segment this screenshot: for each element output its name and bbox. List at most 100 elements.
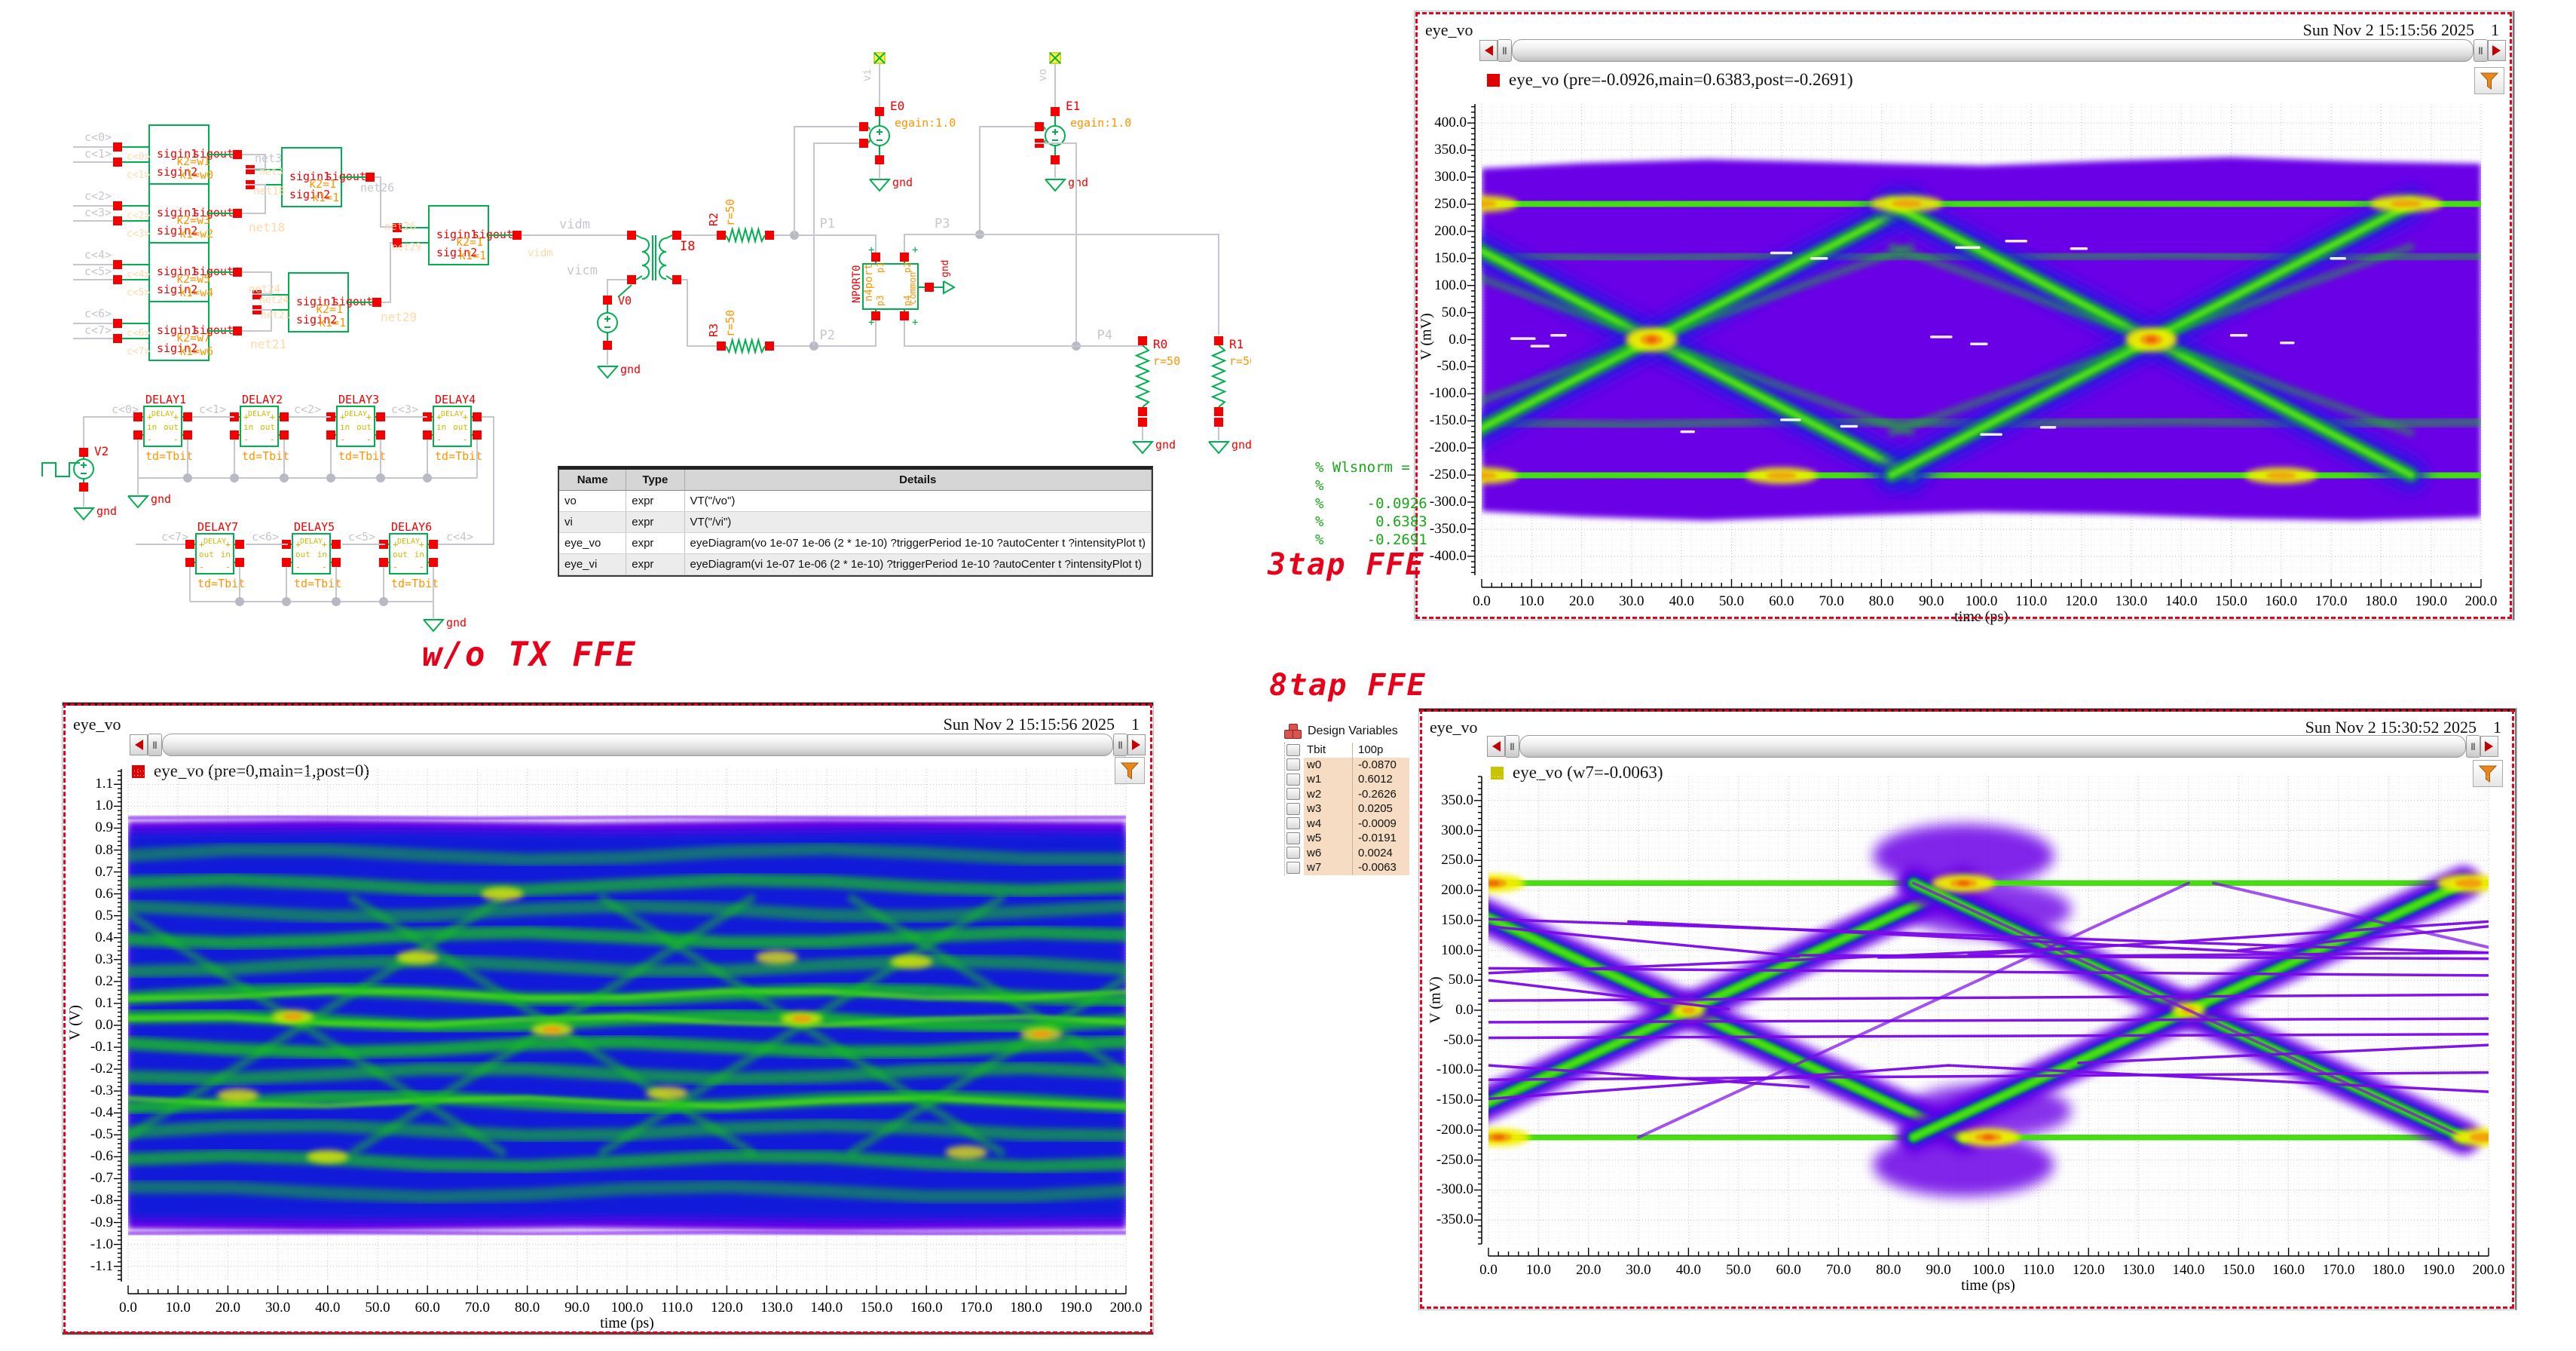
table-cell: expr [626,511,685,533]
scroll-right-button[interactable] [2480,736,2498,757]
x-tick-label: 10.0 [1525,1262,1551,1278]
design-variable-row[interactable]: w5 -0.0191 [1286,831,1409,846]
net-echo-label: c<6> [127,328,150,339]
voltage-source-V0[interactable]: V0 gnd [597,294,641,379]
scroll-grip[interactable]: ‖ [148,734,162,756]
design-variable-row[interactable]: w2 -0.2626 [1286,786,1409,801]
eye-diagram-plot-3tap[interactable] [1415,11,2513,620]
net-label: c<2> [294,403,321,416]
gnd-label: gnd [1155,438,1176,452]
transformer-I8[interactable]: I8 [617,231,695,298]
horizontal-scrollbar[interactable]: ‖ ‖ [1479,39,2506,62]
x-tick-label: 40.0 [315,1300,341,1316]
scroll-grip[interactable]: ‖ [1498,39,1512,62]
design-variable-row[interactable]: w4 -0.0009 [1286,816,1409,831]
window-title: eye_vo [1425,20,1473,39]
td-param: td=Tbit [145,449,193,463]
table-cell: expr [626,532,685,554]
schematic-label: out [295,550,311,559]
resistor-R1[interactable]: R1 r=50 gnd [1208,336,1251,455]
design-variable-row[interactable]: w7 -0.0063 [1286,860,1409,875]
variable-value: 0.6012 [1358,773,1393,786]
instance-name: I8 [680,239,695,254]
variable-value: -0.0009 [1358,816,1397,830]
net-label: c<0> [84,130,112,144]
schematic-label: - [295,562,301,572]
schematic-canvas[interactable]: sigin1sigin2k2=w1k1=w0sigoutsigin1sigin2… [0,0,1251,663]
k2-param: k2=w1 [176,155,210,168]
resistor-R2[interactable]: R2 r=50 [707,199,774,244]
schematic-label: + [366,412,372,422]
schematic-label: net24 [259,295,289,306]
scroll-right-button[interactable] [2488,40,2506,61]
scroll-track[interactable] [1512,39,2474,62]
horizontal-scrollbar[interactable]: ‖ ‖ [1487,735,2498,758]
window-timestamp: Sun Nov 2 15:30:52 2025 1 [2305,718,2501,737]
design-variable-row[interactable]: w0 -0.0870 [1286,757,1409,772]
design-variable-row[interactable]: w1 0.6012 [1286,772,1409,787]
vcvs-E0[interactable]: vi E0 egain:1.0 gnd [859,52,956,192]
design-variable-row[interactable]: w6 0.0024 [1286,845,1409,860]
y-tick-label: -150.0 [1429,412,1467,429]
scroll-track[interactable] [162,734,1113,756]
resistor-R3[interactable]: R3 r=50 [707,310,774,355]
table-row[interactable]: eye_vi expr eyeDiagram(vi 1e-07 1e-06 (2 *… [559,553,1152,575]
x-axis-label: time (ps) [1961,1277,2015,1294]
resistor-R0[interactable]: R0 r=50 gnd [1132,336,1180,455]
x-tick-label: 190.0 [2415,593,2448,609]
table-row[interactable]: vi expr VT("/vi") [559,511,1152,533]
table-row[interactable]: vo expr VT("/vo") [559,490,1152,512]
horizontal-scrollbar[interactable]: ‖ ‖ [130,734,1146,756]
scroll-grip[interactable]: ‖ [1113,734,1127,756]
x-tick-label: 160.0 [910,1300,943,1316]
variable-value: -0.0191 [1358,832,1397,845]
design-variable-row[interactable]: Tbit 100p [1286,743,1409,758]
x-tick-label: 40.0 [1675,1262,1702,1278]
schematic-label: in [243,422,253,432]
cell-name: DELAY [397,538,420,546]
eye-diagram-plot-8tap[interactable] [1419,709,2515,1310]
pulse-source-V2[interactable]: V2 gnd [41,444,117,521]
scroll-track[interactable] [1519,735,2466,758]
gnd-label: gnd [151,492,171,506]
instance-name: DELAY3 [338,393,379,406]
scroll-left-button[interactable] [1487,736,1505,757]
net-label: P2 [820,328,835,343]
x-tick-label: 0.0 [1479,1262,1498,1278]
net-label: c<3> [391,403,418,416]
schematic-label: - [243,434,249,445]
filter-button[interactable] [1115,757,1145,784]
scroll-left-button[interactable] [130,734,148,755]
filter-button[interactable] [2474,67,2504,94]
variable-name: w0 [1304,757,1353,772]
vcvs-E1[interactable]: vo E1 egain:1.0 gnd [1035,52,1131,192]
schematic-label: - [393,562,398,572]
scroll-grip[interactable]: ‖ [1505,735,1519,758]
scroll-right-button[interactable] [1127,734,1146,755]
y-tick-label: -100.0 [1429,385,1467,402]
x-tick-label: 180.0 [1010,1300,1042,1316]
table-row[interactable]: eye_vo expr eyeDiagram(vo 1e-07 1e-06 (2 *… [559,532,1152,554]
scroll-grip[interactable]: ‖ [2466,735,2480,758]
variable-name: w7 [1304,860,1353,875]
scroll-left-button[interactable] [1479,40,1498,61]
scroll-grip[interactable]: ‖ [2474,39,2488,62]
eye-diagram-plot-no-ffe[interactable] [63,703,1153,1334]
design-variable-row[interactable]: w3 0.0205 [1286,801,1409,816]
x-tick-label: 160.0 [2272,1262,2305,1278]
